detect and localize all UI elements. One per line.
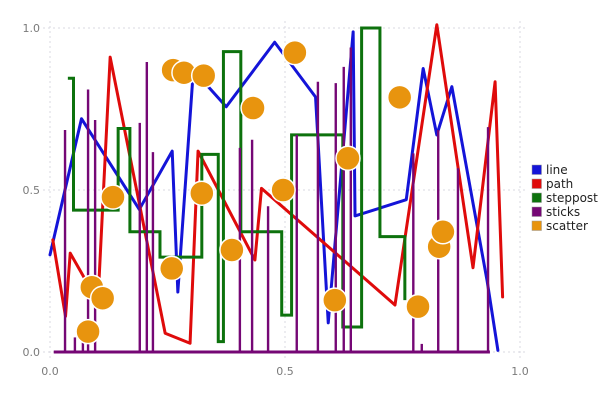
legend-item-line: line bbox=[531, 163, 568, 177]
scatter-point bbox=[322, 287, 348, 313]
scatter-point bbox=[158, 255, 185, 282]
series-path bbox=[51, 23, 505, 345]
legend-label-line: line bbox=[546, 163, 568, 177]
x-tick-label: 0.0 bbox=[41, 365, 59, 378]
y-tick-label: 0.0 bbox=[23, 346, 41, 359]
series-line-path bbox=[48, 30, 500, 352]
y-tick-label: 1.0 bbox=[23, 22, 41, 35]
scatter-point bbox=[219, 237, 245, 263]
scatter-point bbox=[405, 293, 431, 320]
legend-label-steppost: steppost bbox=[546, 191, 598, 205]
legend-item-sticks: sticks bbox=[531, 205, 580, 219]
legend-swatch-path bbox=[531, 178, 542, 189]
x-tick-label: 1.0 bbox=[511, 365, 529, 378]
x-tick-label: 0.5 bbox=[276, 365, 294, 378]
y-tick-label: 0.5 bbox=[23, 184, 41, 197]
tick-labels: 0.0 0.5 1.0 0.0 0.5 1.0 bbox=[23, 22, 529, 378]
legend-swatch-sticks bbox=[531, 206, 542, 217]
series-scatter bbox=[75, 39, 456, 345]
legend-item-scatter: scatter bbox=[531, 219, 588, 233]
scatter-point bbox=[75, 318, 101, 345]
scatter-point bbox=[189, 180, 215, 206]
series-steppost-path bbox=[67, 26, 407, 344]
legend-label-sticks: sticks bbox=[546, 205, 580, 219]
scatter-point bbox=[240, 95, 266, 121]
scatter-point bbox=[89, 285, 116, 311]
legend-label-path: path bbox=[546, 177, 573, 191]
series-line bbox=[48, 30, 500, 352]
scatter-point bbox=[386, 84, 413, 111]
legend-swatch-line bbox=[531, 164, 542, 175]
legend-item-steppost: steppost bbox=[531, 191, 598, 205]
scatter-point bbox=[100, 184, 126, 210]
scatter-point bbox=[270, 177, 296, 203]
series-steppost bbox=[67, 26, 407, 344]
scatter-point bbox=[282, 39, 308, 66]
scatter-point bbox=[190, 62, 217, 89]
scatter-point bbox=[335, 145, 361, 171]
series-path-path bbox=[51, 23, 505, 345]
scatter-point bbox=[430, 219, 456, 245]
legend-swatch-steppost bbox=[531, 192, 542, 203]
legend-label-scatter: scatter bbox=[546, 219, 588, 233]
legend-item-path: path bbox=[531, 177, 573, 191]
legend-swatch-scatter bbox=[531, 220, 542, 231]
